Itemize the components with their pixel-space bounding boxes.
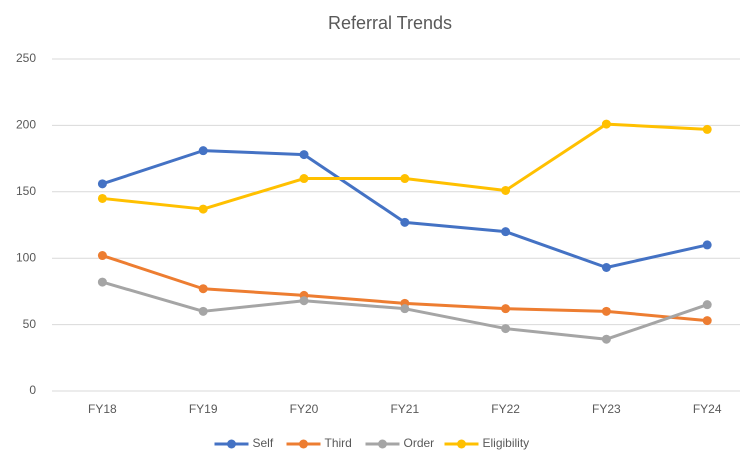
data-point xyxy=(97,251,107,261)
x-tick-label: FY18 xyxy=(88,402,117,416)
y-tick-label: 200 xyxy=(16,118,36,132)
data-point xyxy=(702,240,712,250)
data-point xyxy=(601,119,611,129)
y-tick-label: 0 xyxy=(29,383,36,397)
data-point xyxy=(97,179,107,189)
y-tick-label: 250 xyxy=(16,51,36,65)
data-point xyxy=(501,227,511,237)
data-point xyxy=(601,306,611,316)
data-point xyxy=(601,262,611,272)
data-point xyxy=(400,304,410,314)
data-point xyxy=(400,217,410,227)
y-tick-label: 150 xyxy=(16,184,36,198)
data-point xyxy=(702,300,712,310)
y-tick-label: 50 xyxy=(23,317,37,331)
legend-marker xyxy=(299,439,308,449)
data-point xyxy=(198,284,208,294)
data-point xyxy=(501,304,511,314)
data-point xyxy=(198,146,208,156)
legend-label: Eligibility xyxy=(483,436,530,450)
y-tick-label: 100 xyxy=(16,250,36,264)
legend-marker xyxy=(227,439,236,449)
legend-marker xyxy=(457,439,466,449)
legend-label: Self xyxy=(253,436,274,450)
x-tick-label: FY24 xyxy=(693,402,722,416)
data-point xyxy=(702,124,712,134)
data-point xyxy=(299,296,309,306)
x-tick-label: FY22 xyxy=(491,402,520,416)
legend-label: Third xyxy=(325,436,352,450)
x-tick-label: FY23 xyxy=(592,402,621,416)
x-tick-label: FY20 xyxy=(290,402,319,416)
data-point xyxy=(702,316,712,326)
data-point xyxy=(501,185,511,195)
data-point xyxy=(97,277,107,287)
data-point xyxy=(601,334,611,344)
data-point xyxy=(299,150,309,160)
x-tick-label: FY21 xyxy=(390,402,419,416)
data-point xyxy=(299,174,309,184)
x-tick-label: FY19 xyxy=(189,402,218,416)
legend-marker xyxy=(378,439,387,449)
legend-label: Order xyxy=(404,436,435,450)
data-point xyxy=(400,174,410,184)
data-point xyxy=(198,306,208,316)
data-point xyxy=(97,193,107,203)
data-point xyxy=(501,324,511,334)
data-point xyxy=(198,204,208,214)
chart-title: Referral Trends xyxy=(328,13,452,33)
